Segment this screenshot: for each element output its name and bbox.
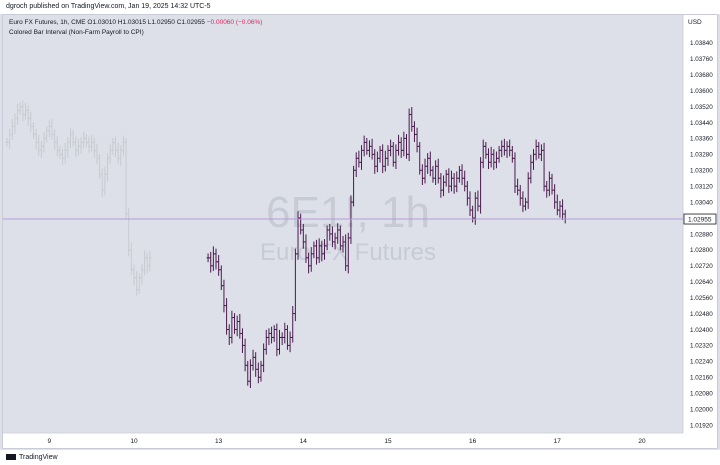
legend-symbol: Euro FX Futures, 1h, CME	[9, 19, 86, 26]
y-tick-label: 1.03520	[690, 104, 713, 111]
y-tick-label: 1.03440	[690, 120, 713, 127]
x-tick-label: 20	[638, 438, 646, 445]
y-tick-label: 1.02080	[690, 390, 713, 397]
x-tick-label: 14	[300, 438, 308, 445]
x-tick-label: 13	[215, 438, 223, 445]
y-tick-label: 1.02880	[690, 231, 713, 238]
y-tick-label: 1.02800	[690, 247, 713, 254]
y-tick-label: 1.02320	[690, 343, 713, 350]
legend-change: −0.00060 (−0.06%)	[206, 19, 263, 26]
x-tick-label: 16	[469, 438, 477, 445]
x-tick-label: 10	[130, 438, 138, 445]
watermark-ticker: 6E1!, 1h	[266, 188, 430, 237]
plot-background	[3, 15, 683, 433]
x-tick-label: 15	[384, 438, 392, 445]
tradingview-logo-icon	[6, 454, 16, 461]
footer-brand: TradingView	[19, 454, 58, 461]
legend-high: H1.03015	[117, 19, 146, 26]
chart-panel[interactable]: 6E1!, 1h Euro FX Futures USD 1.03840 1.03760…	[2, 14, 718, 449]
y-tick-label: 1.03040	[690, 199, 713, 206]
y-tick-label: 1.02480	[690, 311, 713, 318]
y-tick-label: 1.02000	[690, 406, 713, 413]
y-tick-label: 1.03280	[690, 152, 713, 159]
last-price-badge	[683, 213, 717, 225]
y-tick-label: 1.03360	[690, 136, 713, 143]
currency-label: USD	[688, 19, 702, 26]
y-tick-label: 1.02640	[690, 279, 713, 286]
y-tick-label: 1.03760	[690, 56, 713, 63]
chart-legend: Euro FX Futures, 1h, CME O1.03010 H1.030…	[9, 18, 262, 38]
x-tick-label: 17	[554, 438, 562, 445]
last-price-label: 1.02955	[688, 217, 712, 224]
y-tick-label: 1.02720	[690, 263, 713, 270]
y-tick-label: 1.02560	[690, 295, 713, 302]
legend-ohlc-row: Euro FX Futures, 1h, CME O1.03010 H1.030…	[9, 18, 262, 28]
legend-open: O1.03010	[87, 19, 116, 26]
y-tick-label: 1.03120	[690, 183, 713, 190]
time-axis	[3, 433, 717, 448]
x-tick-label: 9	[48, 438, 52, 445]
y-tick-label: 1.03840	[690, 40, 713, 47]
price-axis	[683, 15, 717, 448]
y-tick-label: 1.03200	[690, 168, 713, 175]
y-tick-label: 1.03600	[690, 88, 713, 95]
publication-header: dgroch published on TradingView.com, Jan…	[0, 0, 720, 14]
legend-close: C1.02955	[176, 19, 205, 26]
y-tick-label: 1.03680	[690, 72, 713, 79]
y-tick-label: 1.02240	[690, 359, 713, 366]
y-tick-label: 1.02160	[690, 375, 713, 382]
footer-bar: TradingView	[0, 449, 720, 465]
legend-low: L1.02950	[147, 19, 175, 26]
published-text: dgroch published on TradingView.com, Jan…	[6, 3, 211, 10]
y-tick-label: 1.01920	[690, 422, 713, 429]
y-tick-label: 1.02400	[690, 327, 713, 334]
legend-indicator[interactable]: Colored Bar Interval (Non-Farm Payroll t…	[9, 29, 144, 36]
